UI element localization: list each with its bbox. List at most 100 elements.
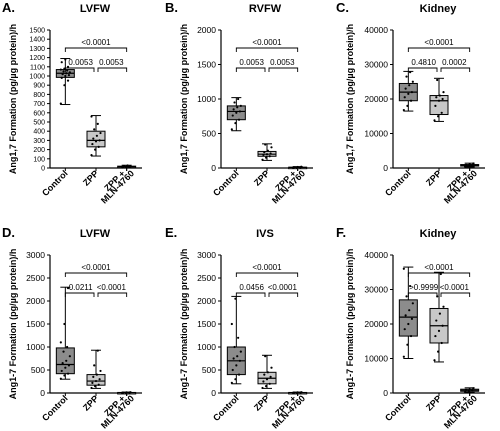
data-point — [435, 96, 438, 99]
data-point — [234, 378, 237, 381]
data-point — [65, 359, 68, 362]
bracket-line — [235, 67, 266, 72]
data-point — [237, 336, 240, 339]
panel-c: C. Kidney Ang1,7 Formation (pg/µg protein)… — [336, 0, 485, 205]
box-1 — [429, 77, 449, 122]
p-value-label: 0.0002 — [442, 58, 467, 67]
data-point — [262, 153, 265, 156]
data-point — [237, 97, 240, 101]
panel-letter: C. — [336, 0, 349, 15]
data-point — [300, 391, 303, 394]
significance-bracket: 0.4810 — [407, 58, 438, 72]
significance-bracket: <0.0001 — [235, 263, 299, 277]
significance-bracket: 0.0053 — [235, 58, 266, 72]
data-point — [96, 349, 99, 352]
significance-bracket: 0.0456 — [235, 283, 266, 297]
y-tick-label: 0 — [40, 388, 45, 398]
data-point — [265, 385, 268, 388]
data-point — [408, 309, 411, 312]
data-point — [235, 364, 238, 367]
box-2 — [117, 164, 137, 169]
data-point — [65, 72, 68, 75]
data-point — [407, 92, 410, 95]
data-point — [66, 65, 70, 68]
data-point — [94, 148, 97, 151]
y-tick-label: 500 — [202, 365, 216, 375]
bracket-line — [268, 292, 299, 297]
p-value-label: <0.0001 — [252, 38, 282, 47]
box-2 — [460, 387, 480, 394]
panel-title: LVFW — [80, 228, 111, 240]
data-point — [62, 70, 65, 73]
data-point — [409, 334, 413, 338]
y-tick-label: 1300 — [29, 46, 45, 53]
box-iqr — [86, 130, 106, 148]
data-point — [233, 345, 236, 349]
p-value-label: >0.9999 — [409, 283, 439, 292]
y-axis-label: Ang1-7 Formation (pg/µg protein)/h — [179, 249, 189, 400]
data-point — [121, 391, 125, 394]
data-point — [402, 267, 405, 270]
y-tick-label: 20000 — [364, 319, 388, 329]
data-point — [403, 328, 406, 331]
data-point — [407, 322, 410, 326]
data-point — [231, 368, 234, 372]
significance-bracket: <0.0001 — [64, 263, 128, 277]
box-iqr — [429, 95, 449, 116]
data-point — [440, 341, 443, 345]
p-value-label: <0.0001 — [252, 263, 282, 272]
data-point — [64, 58, 67, 61]
data-point — [467, 164, 470, 168]
significance-bracket: <0.0001 — [407, 263, 471, 277]
data-point — [269, 375, 272, 378]
data-point — [261, 386, 264, 390]
y-tick-label: 3000 — [197, 250, 216, 260]
data-point — [437, 99, 441, 102]
data-point — [62, 350, 65, 353]
bracket-line — [235, 292, 266, 297]
p-value-label: 0.0053 — [68, 58, 93, 67]
data-point — [99, 131, 102, 135]
bracket-line — [440, 292, 471, 297]
data-point — [269, 152, 272, 155]
y-axis-label: Ang1,7 Formation (pg/µg protein)/h — [179, 24, 189, 174]
box-1 — [429, 271, 449, 363]
data-point — [232, 357, 235, 360]
y-tick-label: 2000 — [197, 25, 216, 35]
data-point — [292, 166, 296, 169]
data-point — [472, 162, 475, 165]
data-point — [434, 334, 437, 338]
data-point — [67, 73, 71, 77]
y-tick-label: 1000 — [197, 94, 216, 104]
data-point — [238, 359, 242, 362]
y-tick-label: 0 — [383, 163, 388, 173]
p-value-label: <0.0001 — [97, 283, 127, 292]
data-point — [93, 128, 96, 131]
data-point — [90, 115, 93, 118]
y-tick-label: 500 — [31, 365, 45, 375]
y-tick-label: 500 — [33, 120, 45, 127]
y-axis-label: Ang1-7 Formation (pg/µg protein)/h — [345, 249, 355, 400]
data-point — [234, 122, 237, 125]
significance-bracket: <0.0001 — [440, 283, 471, 297]
data-point — [442, 91, 445, 94]
y-tick-label: 1100 — [30, 64, 45, 71]
data-point — [95, 134, 98, 137]
box-0 — [226, 97, 246, 132]
data-point — [61, 362, 64, 365]
data-point — [402, 355, 405, 358]
data-point — [441, 324, 444, 327]
panel-letter: D. — [2, 225, 15, 240]
y-axis-label: Ang1-7 Formation (pg/µg protein)/h — [8, 249, 18, 400]
data-point — [270, 146, 273, 149]
data-point — [468, 388, 471, 391]
data-point — [91, 142, 94, 146]
p-value-label: 0.0053 — [239, 58, 264, 67]
bracket-line — [64, 67, 95, 72]
data-point — [440, 111, 443, 114]
data-point — [237, 373, 241, 376]
p-value-label: <0.0001 — [81, 263, 111, 272]
data-point — [235, 111, 238, 114]
y-tick-label: 2500 — [197, 273, 216, 283]
